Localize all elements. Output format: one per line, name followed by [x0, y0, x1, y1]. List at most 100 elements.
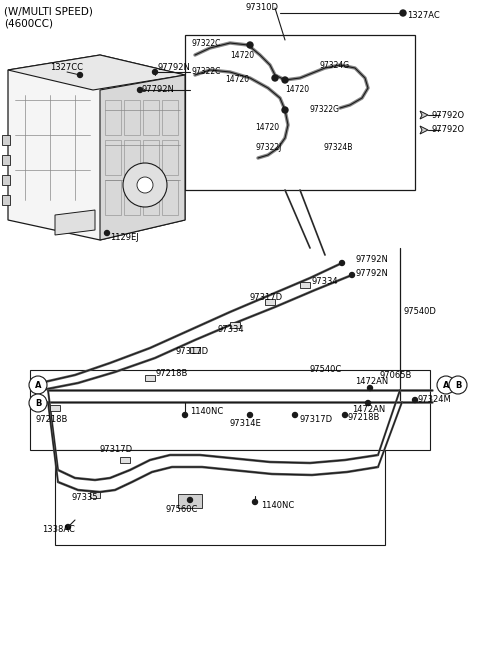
Circle shape	[105, 230, 109, 236]
Text: 97218B: 97218B	[35, 415, 67, 424]
Text: 97334: 97334	[312, 277, 338, 287]
Bar	[143, 180, 159, 215]
Text: B: B	[35, 398, 41, 407]
Text: 97560C: 97560C	[165, 506, 197, 514]
Text: 14720: 14720	[230, 51, 254, 60]
Text: 97324B: 97324B	[323, 144, 352, 152]
Text: 97065B: 97065B	[380, 371, 412, 380]
Bar	[105, 100, 121, 135]
Text: 97317D: 97317D	[250, 293, 283, 302]
Circle shape	[339, 260, 345, 266]
Polygon shape	[8, 55, 185, 240]
Bar	[162, 140, 178, 175]
Text: 1472AN: 1472AN	[352, 405, 385, 415]
Circle shape	[182, 413, 188, 417]
Text: 97322G: 97322G	[310, 106, 340, 115]
Text: 97335: 97335	[72, 493, 98, 502]
Circle shape	[137, 87, 143, 92]
Text: 1327CC: 1327CC	[50, 64, 83, 73]
Text: B: B	[455, 380, 461, 390]
Text: 97322C: 97322C	[191, 39, 220, 47]
Bar	[265, 299, 275, 305]
Circle shape	[65, 525, 71, 529]
Bar	[2, 135, 10, 145]
Bar	[124, 140, 140, 175]
Bar	[230, 322, 240, 328]
Text: 97324G: 97324G	[320, 60, 350, 70]
Circle shape	[400, 10, 406, 16]
Text: 97322J: 97322J	[255, 144, 281, 152]
Bar	[120, 457, 130, 463]
Circle shape	[272, 75, 278, 81]
Polygon shape	[8, 55, 185, 90]
Circle shape	[282, 107, 288, 113]
Text: A: A	[443, 380, 449, 390]
Bar	[50, 405, 60, 411]
Bar	[178, 494, 202, 508]
Bar	[2, 175, 10, 185]
Text: A: A	[35, 380, 41, 390]
Text: 97334: 97334	[218, 325, 245, 335]
Circle shape	[153, 70, 157, 75]
Circle shape	[449, 376, 467, 394]
Bar	[190, 347, 200, 353]
Text: 97317D: 97317D	[100, 445, 133, 455]
Text: 1338AC: 1338AC	[42, 525, 75, 535]
Bar	[162, 100, 178, 135]
Text: 97317D: 97317D	[300, 415, 333, 424]
Text: 97540D: 97540D	[403, 308, 436, 316]
Text: 1327AC: 1327AC	[407, 10, 440, 20]
Circle shape	[29, 376, 47, 394]
Text: 14720: 14720	[225, 75, 249, 85]
Bar	[105, 180, 121, 215]
Text: 97218B: 97218B	[155, 369, 187, 377]
Text: 97540C: 97540C	[310, 365, 342, 375]
Bar	[185, 35, 415, 190]
Bar	[124, 180, 140, 215]
Bar	[2, 195, 10, 205]
Text: 97792O: 97792O	[432, 125, 465, 134]
Bar	[145, 375, 155, 381]
Text: 97314E: 97314E	[230, 419, 262, 428]
Text: 97792N: 97792N	[142, 85, 175, 94]
Polygon shape	[420, 111, 428, 119]
Circle shape	[137, 177, 153, 193]
Text: 97317D: 97317D	[175, 348, 208, 356]
Circle shape	[365, 401, 371, 405]
Bar	[143, 100, 159, 135]
Circle shape	[188, 497, 192, 502]
Bar	[90, 492, 100, 498]
Text: 14720: 14720	[255, 123, 279, 133]
Bar	[124, 100, 140, 135]
Circle shape	[77, 73, 83, 77]
Bar	[2, 155, 10, 165]
Text: 97310D: 97310D	[246, 3, 279, 12]
Circle shape	[412, 398, 418, 403]
Text: 1140NC: 1140NC	[190, 407, 223, 417]
Circle shape	[368, 386, 372, 390]
Text: 97792N: 97792N	[356, 268, 389, 277]
Circle shape	[252, 499, 257, 504]
Bar	[30, 370, 430, 450]
Polygon shape	[100, 75, 185, 240]
Text: 1472AN: 1472AN	[355, 377, 388, 386]
Text: (4600CC): (4600CC)	[4, 19, 53, 29]
Circle shape	[248, 413, 252, 417]
Text: 1129EJ: 1129EJ	[110, 234, 139, 243]
Polygon shape	[55, 210, 95, 235]
Text: 14720: 14720	[285, 85, 309, 94]
Text: 1140NC: 1140NC	[261, 501, 294, 510]
Circle shape	[29, 394, 47, 412]
Bar	[143, 140, 159, 175]
Circle shape	[247, 42, 253, 48]
Bar	[105, 140, 121, 175]
Text: 97792N: 97792N	[356, 255, 389, 264]
Bar	[300, 282, 310, 288]
Circle shape	[282, 77, 288, 83]
Bar	[162, 180, 178, 215]
Bar	[55, 450, 385, 545]
Circle shape	[437, 376, 455, 394]
Text: (W/MULTI SPEED): (W/MULTI SPEED)	[4, 7, 93, 17]
Text: 97792N: 97792N	[157, 64, 190, 73]
Text: 97218B: 97218B	[348, 413, 380, 422]
